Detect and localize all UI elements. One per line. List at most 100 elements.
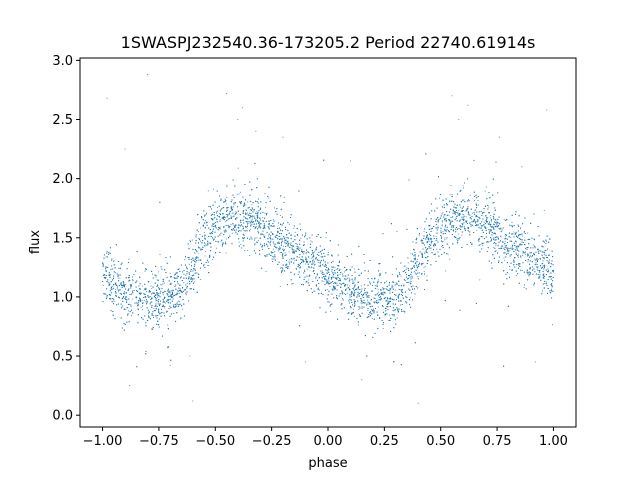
data-point bbox=[204, 220, 206, 222]
data-point bbox=[423, 230, 425, 232]
data-point bbox=[206, 244, 208, 246]
data-point bbox=[240, 243, 242, 245]
data-point bbox=[113, 287, 115, 289]
data-point bbox=[522, 254, 524, 256]
data-point bbox=[264, 193, 266, 195]
data-point bbox=[382, 289, 384, 291]
data-point bbox=[184, 259, 186, 261]
data-point bbox=[283, 249, 286, 251]
data-point bbox=[524, 251, 527, 253]
data-point bbox=[199, 247, 201, 249]
data-point bbox=[463, 199, 465, 201]
data-point bbox=[219, 232, 221, 235]
data-point bbox=[504, 245, 506, 247]
data-point bbox=[146, 291, 148, 293]
data-point bbox=[308, 279, 310, 281]
data-point bbox=[191, 239, 193, 241]
data-point bbox=[494, 218, 496, 220]
data-point bbox=[265, 270, 267, 272]
data-point bbox=[237, 167, 239, 169]
data-point bbox=[330, 310, 332, 312]
data-point bbox=[207, 190, 209, 192]
data-point bbox=[449, 194, 451, 196]
data-point bbox=[318, 289, 321, 291]
data-point bbox=[233, 224, 235, 226]
data-point bbox=[503, 257, 505, 259]
data-point bbox=[377, 288, 379, 290]
data-point bbox=[162, 283, 164, 285]
data-point bbox=[511, 222, 513, 224]
data-point bbox=[305, 256, 307, 258]
data-point bbox=[152, 273, 154, 275]
data-point bbox=[340, 290, 343, 292]
data-point bbox=[495, 249, 497, 251]
data-point bbox=[243, 229, 245, 232]
data-point bbox=[140, 306, 142, 308]
data-point bbox=[435, 235, 437, 238]
data-point bbox=[520, 256, 522, 258]
data-point bbox=[183, 273, 185, 275]
data-point bbox=[199, 234, 201, 236]
data-point bbox=[164, 302, 167, 304]
data-point bbox=[156, 279, 158, 281]
data-point bbox=[157, 295, 159, 297]
data-point bbox=[259, 223, 261, 225]
data-point bbox=[446, 236, 448, 239]
data-point bbox=[313, 258, 315, 260]
data-point bbox=[284, 252, 286, 254]
data-point bbox=[224, 217, 226, 219]
data-point bbox=[389, 314, 391, 316]
data-point bbox=[449, 219, 451, 221]
data-point bbox=[183, 282, 185, 284]
data-point bbox=[377, 280, 379, 282]
data-point bbox=[494, 239, 496, 241]
data-point bbox=[325, 236, 327, 239]
data-point bbox=[409, 297, 411, 299]
data-point bbox=[459, 206, 462, 208]
data-point bbox=[328, 267, 330, 269]
data-point bbox=[374, 285, 376, 287]
data-point bbox=[385, 280, 387, 282]
data-point bbox=[279, 267, 282, 269]
data-point bbox=[231, 232, 233, 234]
data-point bbox=[167, 324, 169, 326]
data-point bbox=[302, 252, 304, 254]
data-point bbox=[191, 278, 193, 280]
data-point bbox=[102, 284, 104, 287]
data-point bbox=[339, 273, 341, 276]
data-point bbox=[416, 259, 418, 261]
data-point bbox=[269, 242, 271, 244]
data-point bbox=[252, 217, 254, 219]
data-point bbox=[457, 237, 459, 239]
data-point bbox=[348, 277, 350, 279]
data-point bbox=[495, 245, 497, 247]
data-point bbox=[188, 263, 190, 265]
data-point bbox=[153, 307, 155, 309]
data-point bbox=[534, 259, 536, 261]
data-point bbox=[545, 240, 548, 242]
data-point bbox=[385, 307, 388, 309]
data-point bbox=[131, 278, 133, 281]
data-point bbox=[141, 309, 144, 311]
data-point bbox=[482, 244, 484, 246]
data-point bbox=[263, 234, 265, 236]
data-point bbox=[509, 268, 511, 270]
data-point bbox=[232, 216, 234, 218]
data-point bbox=[522, 252, 524, 254]
data-point bbox=[309, 262, 311, 264]
data-point bbox=[238, 193, 240, 195]
data-point bbox=[492, 226, 494, 228]
data-point bbox=[379, 297, 381, 299]
data-point bbox=[219, 219, 221, 221]
data-point bbox=[327, 251, 330, 254]
data-point bbox=[518, 256, 520, 258]
data-point bbox=[424, 265, 426, 267]
data-point bbox=[545, 281, 547, 283]
data-point bbox=[303, 269, 305, 271]
data-point bbox=[396, 317, 398, 319]
data-point bbox=[297, 273, 300, 276]
data-point bbox=[238, 241, 240, 243]
data-point bbox=[413, 265, 415, 267]
data-point bbox=[550, 288, 553, 290]
data-point bbox=[313, 251, 315, 253]
